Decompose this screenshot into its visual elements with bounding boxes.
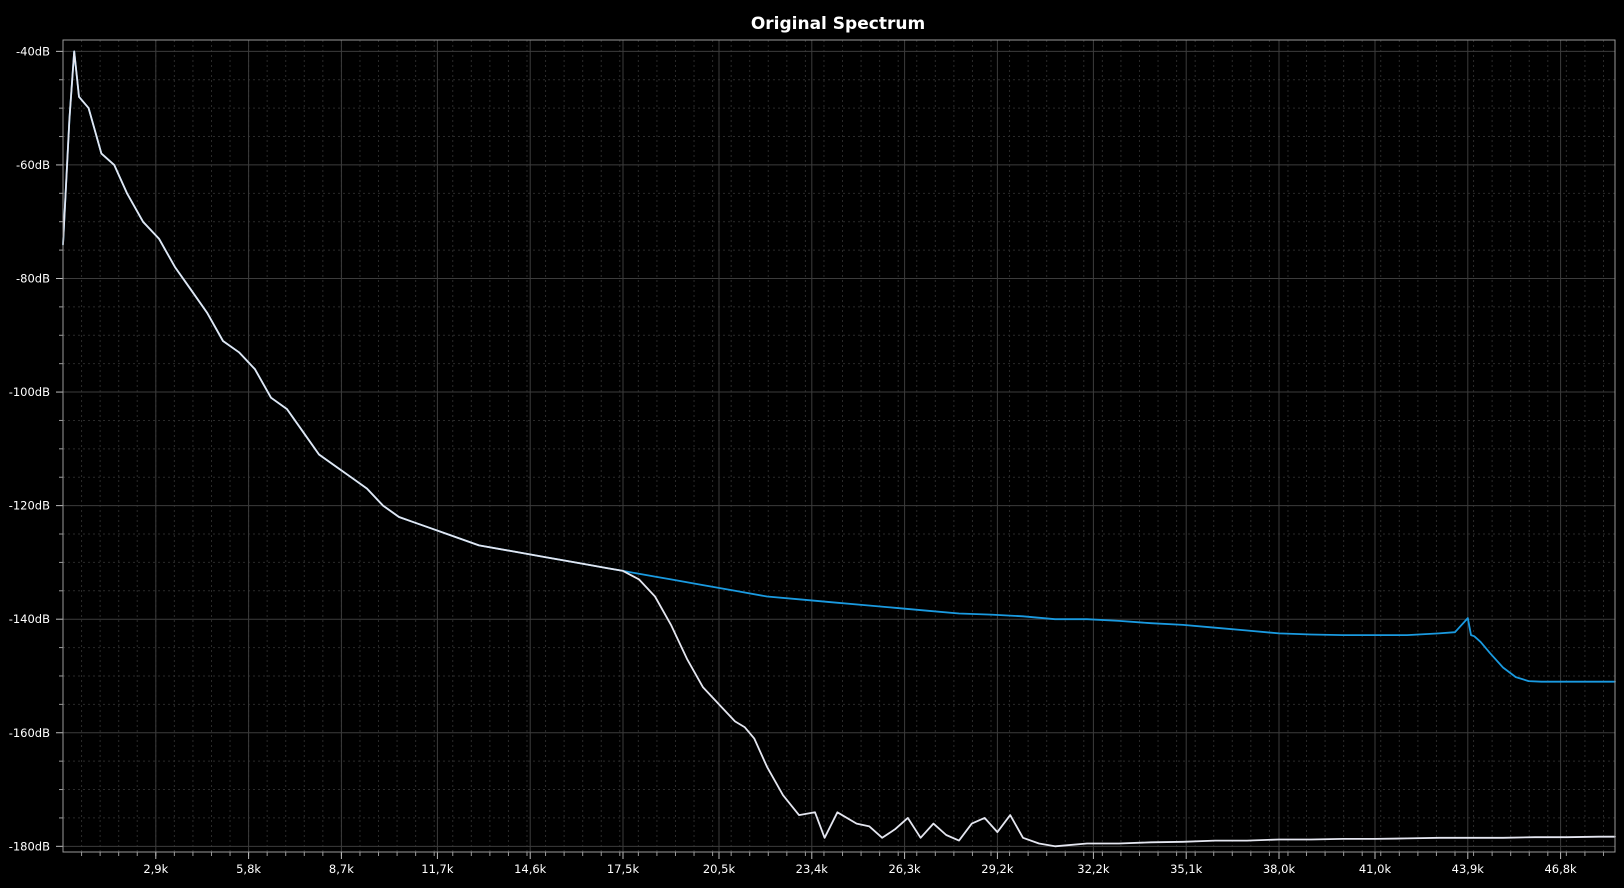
x-tick-label: 23,4k xyxy=(796,862,829,876)
x-tick-label: 2,9k xyxy=(143,862,168,876)
axis-layer: 2,9k 5,8k 8,7k 11,7k 14,6k 17,5k 20,5k 23,4k 26,… xyxy=(9,44,1604,876)
x-tick-label: 43,9k xyxy=(1452,862,1485,876)
x-tick-label: 14,6k xyxy=(514,862,547,876)
x-tick-label: 5,8k xyxy=(236,862,261,876)
y-tick-label: -180dB xyxy=(9,839,50,853)
x-tick-label: 29,2k xyxy=(981,862,1014,876)
y-tick-label: -160dB xyxy=(9,726,50,740)
x-tick-label: 46,8k xyxy=(1544,862,1577,876)
y-tick-label: -100dB xyxy=(9,385,50,399)
series-layer xyxy=(62,50,1616,848)
y-tick-label: -80dB xyxy=(16,271,50,285)
x-tick-label: 26,3k xyxy=(888,862,921,876)
x-tick-label: 35,1k xyxy=(1170,862,1203,876)
y-tick-label: -40dB xyxy=(16,44,50,58)
y-tick-label: -120dB xyxy=(9,499,50,513)
series-line-1 xyxy=(62,50,1616,683)
x-tick-label: 41,0k xyxy=(1359,862,1392,876)
grid-layer xyxy=(63,40,1615,852)
x-tick-label: 32,2k xyxy=(1077,862,1110,876)
x-tick-label: 11,7k xyxy=(421,862,454,876)
plot-frame xyxy=(62,39,1616,853)
chart-title: Original Spectrum xyxy=(751,14,925,34)
y-tick-label: -60dB xyxy=(16,158,50,172)
x-tick-label: 38,0k xyxy=(1263,862,1296,876)
x-tick-label: 8,7k xyxy=(329,862,354,876)
x-tick-label: 20,5k xyxy=(703,862,736,876)
y-tick-label: -140dB xyxy=(9,612,50,626)
series-line-2 xyxy=(62,50,1616,848)
x-tick-label: 17,5k xyxy=(607,862,640,876)
